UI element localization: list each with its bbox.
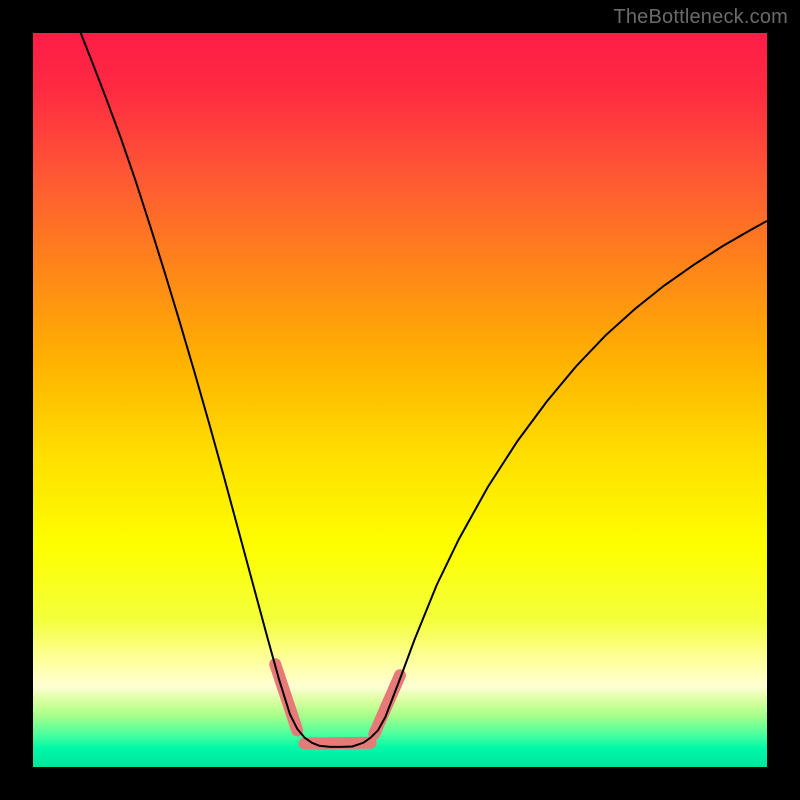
bottleneck-chart: [33, 33, 767, 767]
chart-area: [33, 33, 767, 767]
gradient-background: [33, 33, 767, 767]
watermark-text: TheBottleneck.com: [613, 6, 788, 29]
